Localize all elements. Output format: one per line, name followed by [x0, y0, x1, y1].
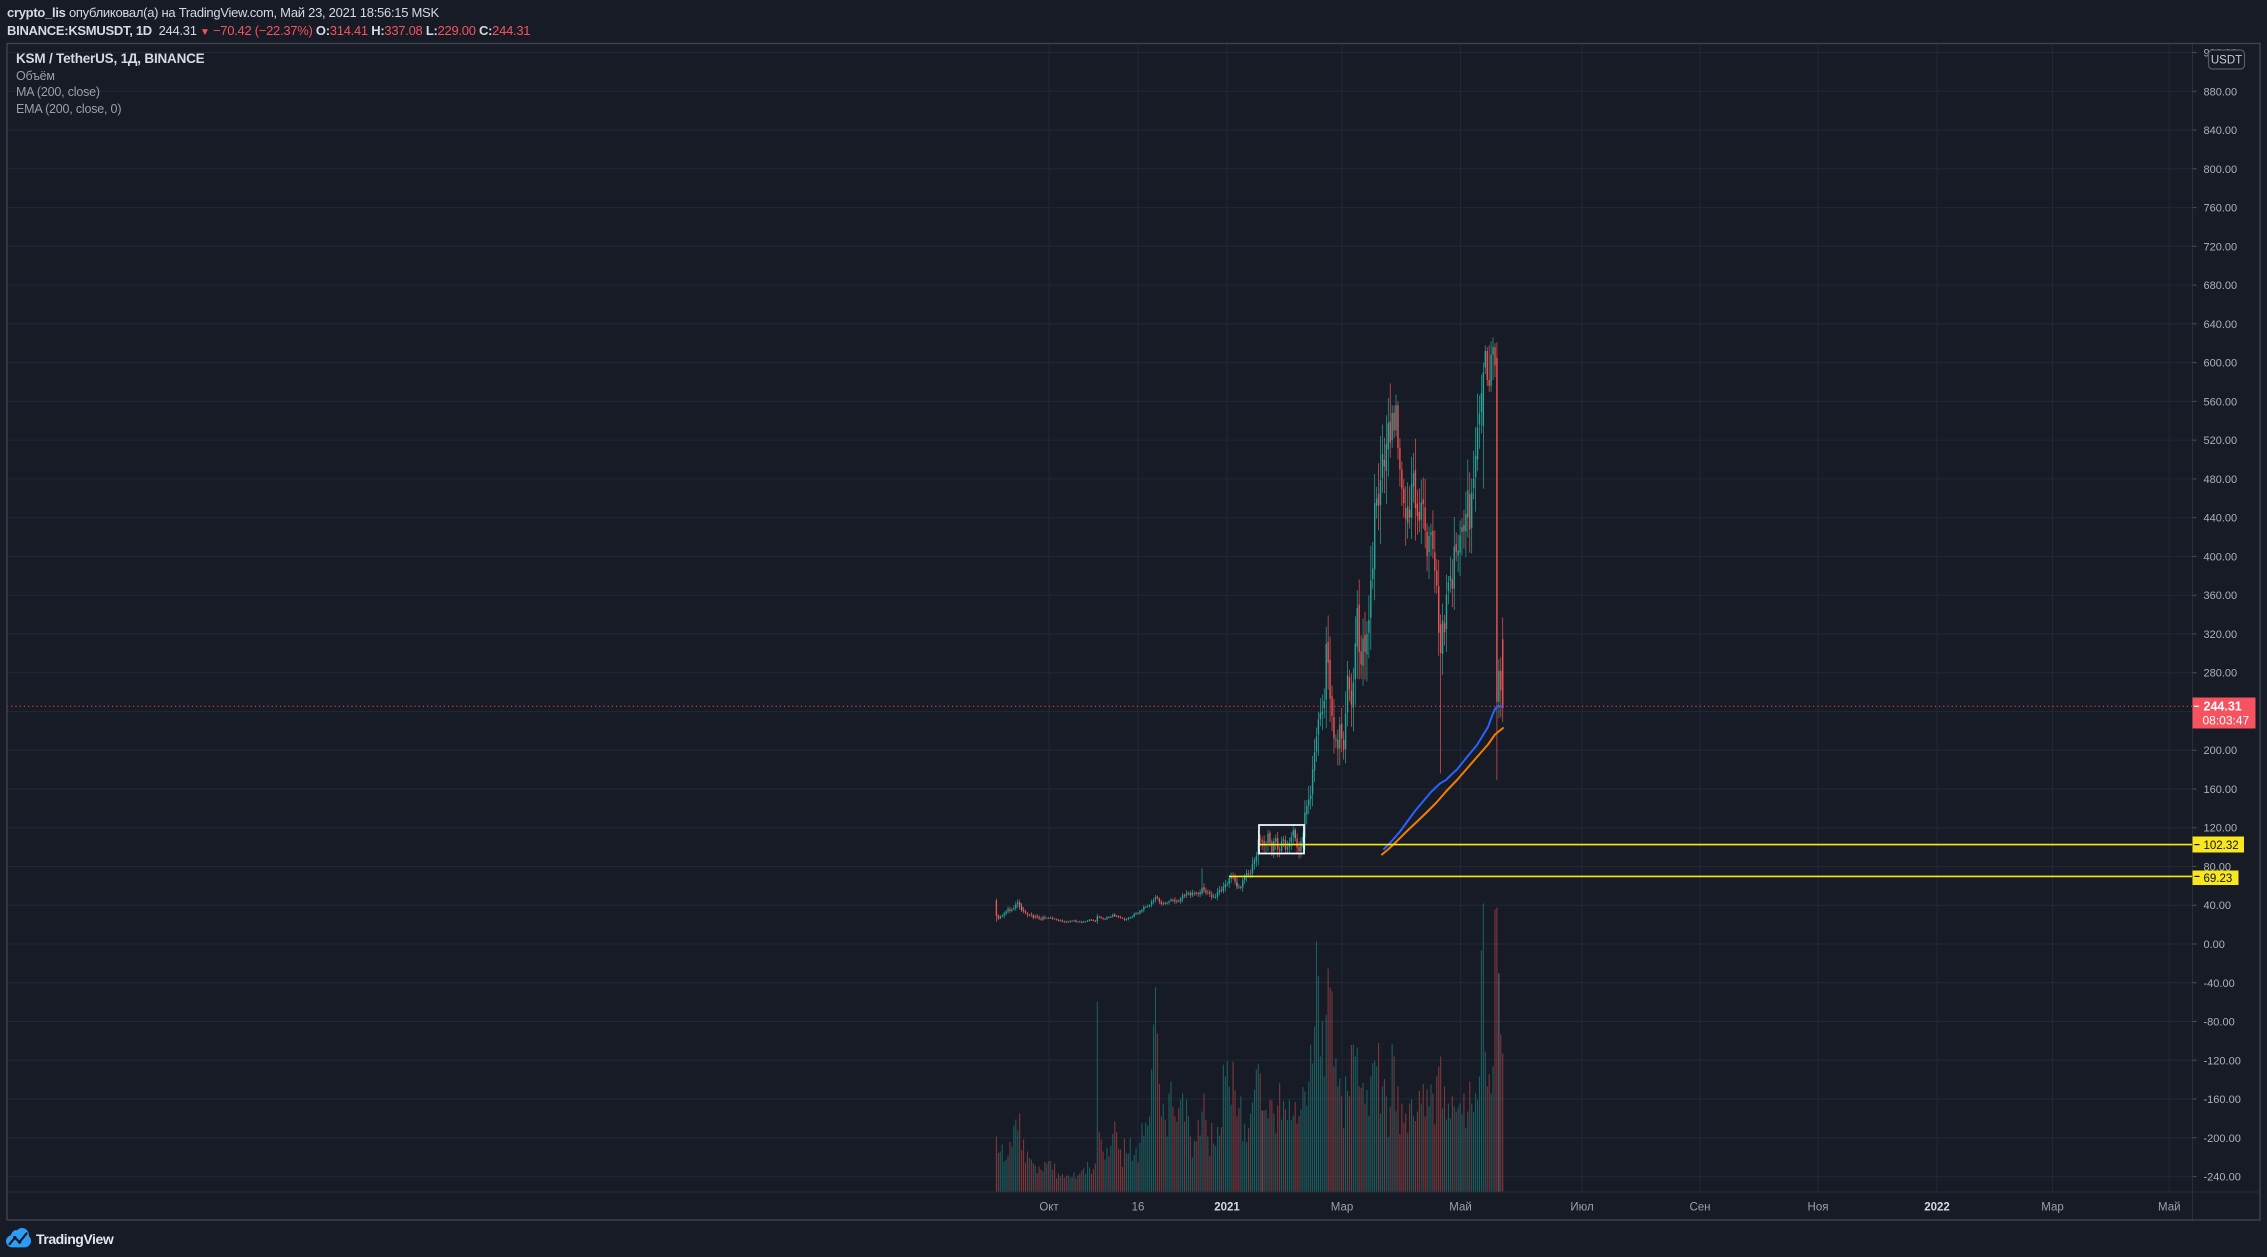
- svg-text:Сен: Сен: [1689, 1202, 1710, 1214]
- svg-text:-200.00: -200.00: [2204, 1133, 2241, 1145]
- svg-text:840.00: 840.00: [2204, 125, 2238, 137]
- svg-text:560.00: 560.00: [2204, 396, 2238, 408]
- svg-text:USDT: USDT: [2211, 55, 2242, 67]
- svg-text:244.31: 244.31: [2204, 700, 2242, 714]
- svg-text:Мар: Мар: [2041, 1202, 2064, 1214]
- svg-text:640.00: 640.00: [2204, 319, 2238, 331]
- svg-text:-80.00: -80.00: [2204, 1017, 2235, 1029]
- svg-text:760.00: 760.00: [2204, 203, 2238, 215]
- svg-text:-120.00: -120.00: [2204, 1055, 2241, 1067]
- svg-text:480.00: 480.00: [2204, 474, 2238, 486]
- svg-text:800.00: 800.00: [2204, 164, 2238, 176]
- svg-text:680.00: 680.00: [2204, 280, 2238, 292]
- svg-text:200.00: 200.00: [2204, 745, 2238, 757]
- svg-text:320.00: 320.00: [2204, 629, 2238, 641]
- svg-text:280.00: 280.00: [2204, 668, 2238, 680]
- svg-text:160.00: 160.00: [2204, 784, 2238, 796]
- svg-text:440.00: 440.00: [2204, 513, 2238, 525]
- svg-text:Май: Май: [2158, 1202, 2181, 1214]
- svg-text:2021: 2021: [1214, 1202, 1240, 1214]
- svg-text:08:03:47: 08:03:47: [2203, 714, 2250, 728]
- svg-text:Ноя: Ноя: [1808, 1202, 1829, 1214]
- svg-text:0.00: 0.00: [2204, 939, 2225, 951]
- svg-text:Май: Май: [1449, 1202, 1472, 1214]
- svg-text:-240.00: -240.00: [2204, 1172, 2241, 1184]
- svg-text:360.00: 360.00: [2204, 590, 2238, 602]
- svg-text:Окт: Окт: [1039, 1202, 1059, 1214]
- svg-text:2022: 2022: [1924, 1202, 1950, 1214]
- svg-text:102.32: 102.32: [2204, 840, 2239, 852]
- svg-text:600.00: 600.00: [2204, 358, 2238, 370]
- svg-text:Июл: Июл: [1570, 1202, 1593, 1214]
- svg-text:16: 16: [1132, 1202, 1145, 1214]
- svg-text:400.00: 400.00: [2204, 551, 2238, 563]
- svg-text:69.23: 69.23: [2204, 873, 2233, 885]
- svg-text:120.00: 120.00: [2204, 823, 2238, 835]
- svg-text:720.00: 720.00: [2204, 241, 2238, 253]
- svg-text:40.00: 40.00: [2204, 900, 2232, 912]
- svg-text:-40.00: -40.00: [2204, 978, 2235, 990]
- svg-text:520.00: 520.00: [2204, 435, 2238, 447]
- svg-text:-160.00: -160.00: [2204, 1094, 2241, 1106]
- svg-text:Мар: Мар: [1331, 1202, 1354, 1214]
- svg-text:880.00: 880.00: [2204, 86, 2238, 98]
